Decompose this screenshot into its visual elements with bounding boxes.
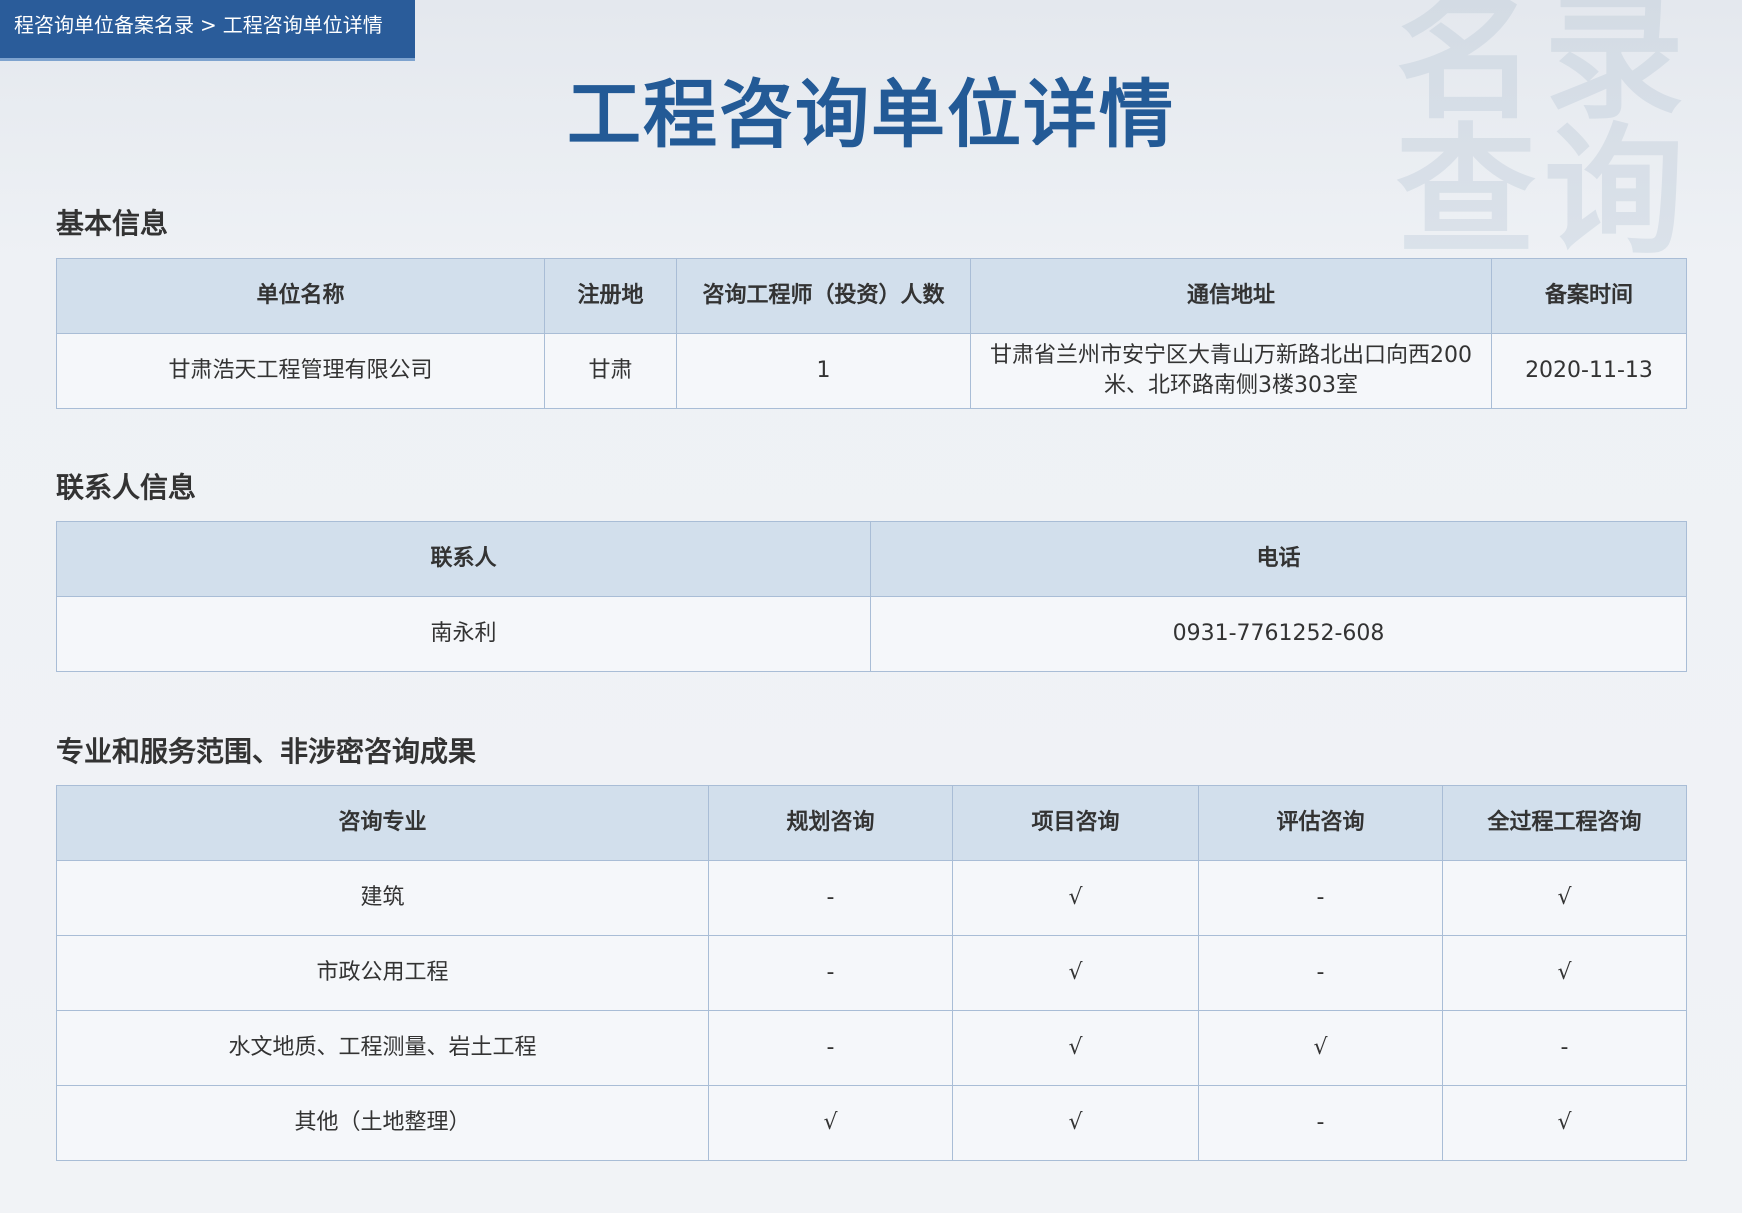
breadcrumb-item[interactable]: 程咨询单位备案名录 [14,13,194,37]
column-header: 咨询专业 [56,785,709,861]
table-cell: 2020-11-13 [1491,333,1687,409]
watermark-text: 名录 [1395,0,1692,139]
page-title: 工程咨询单位详情 [567,72,1175,158]
table-row: 市政公用工程 - √ - √ [56,935,1687,1011]
watermark-text: 查询 [1395,111,1692,274]
table-cell: √ [708,1085,953,1161]
column-header: 备案时间 [1491,258,1687,334]
table-cell: - [1442,1010,1687,1086]
table-cell: √ [1442,860,1687,936]
header-row: 联系人 电话 [56,521,1687,597]
section-title: 基本信息 [56,207,169,240]
table-cell: 1 [676,333,971,409]
table-cell: √ [1198,1010,1443,1086]
table-cell: 水文地质、工程测量、岩土工程 [56,1010,709,1086]
table-cell: 甘肃 [544,333,677,409]
table-cell: - [708,860,953,936]
data-table: 联系人 电话 南永利 0931-7761252-608 [56,521,1687,672]
column-header: 规划咨询 [708,785,953,861]
table-cell: √ [1442,1085,1687,1161]
column-header: 全过程工程咨询 [1442,785,1687,861]
table-cell: √ [1442,935,1687,1011]
table-row: 建筑 - √ - √ [56,860,1687,936]
table-cell: 建筑 [56,860,709,936]
table-row: 甘肃浩天工程管理有限公司 甘肃 1 甘肃省兰州市安宁区大青山万新路北出口向西200米、… [56,333,1687,409]
table-cell: √ [952,1010,1199,1086]
table-cell: 南永利 [56,596,871,672]
table-cell: 其他（土地整理） [56,1085,709,1161]
table-cell: 甘肃省兰州市安宁区大青山万新路北出口向西200米、北环路南侧3楼303室 [970,333,1492,409]
table-cell: - [1198,860,1443,936]
data-table: 单位名称 注册地 咨询工程师（投资）人数 通信地址 备案时间 甘肃浩天工程管理有限公司 甘肃… [56,258,1687,409]
table-cell: 0931-7761252-608 [870,596,1687,672]
header-row: 咨询专业 规划咨询 项目咨询 评估咨询 全过程工程咨询 [56,785,1687,861]
watermark: 名录 查询 [1395,0,1692,274]
column-header: 咨询工程师（投资）人数 [676,258,971,334]
column-header: 注册地 [544,258,677,334]
data-table: 咨询专业 规划咨询 项目咨询 评估咨询 全过程工程咨询 建筑 - √ - √ 市政公用工程 - √ - √ 水… [56,785,1687,1161]
table-cell: 甘肃浩天工程管理有限公司 [56,333,545,409]
table-cell: √ [952,935,1199,1011]
table-row: 南永利 0931-7761252-608 [56,596,1687,672]
breadcrumb-item: 工程咨询单位详情 [222,13,383,37]
breadcrumb-item: > [200,13,217,37]
table-cell: - [1198,935,1443,1011]
column-header: 评估咨询 [1198,785,1443,861]
section-title: 联系人信息 [56,471,197,504]
column-header: 通信地址 [970,258,1492,334]
header-row: 单位名称 注册地 咨询工程师（投资）人数 通信地址 备案时间 [56,258,1687,334]
column-header: 单位名称 [56,258,545,334]
column-header: 电话 [870,521,1687,597]
table-cell: - [708,935,953,1011]
table-cell: √ [952,860,1199,936]
breadcrumb: 程咨询单位备案名录 > 工程咨询单位详情 [0,0,415,58]
table-cell: - [1198,1085,1443,1161]
table-row: 其他（土地整理） √ √ - √ [56,1085,1687,1161]
column-header: 项目咨询 [952,785,1199,861]
table-cell: 市政公用工程 [56,935,709,1011]
table-cell: - [708,1010,953,1086]
table-row: 水文地质、工程测量、岩土工程 - √ √ - [56,1010,1687,1086]
column-header: 联系人 [56,521,871,597]
section-title: 专业和服务范围、非涉密咨询成果 [56,735,477,768]
table-cell: √ [952,1085,1199,1161]
